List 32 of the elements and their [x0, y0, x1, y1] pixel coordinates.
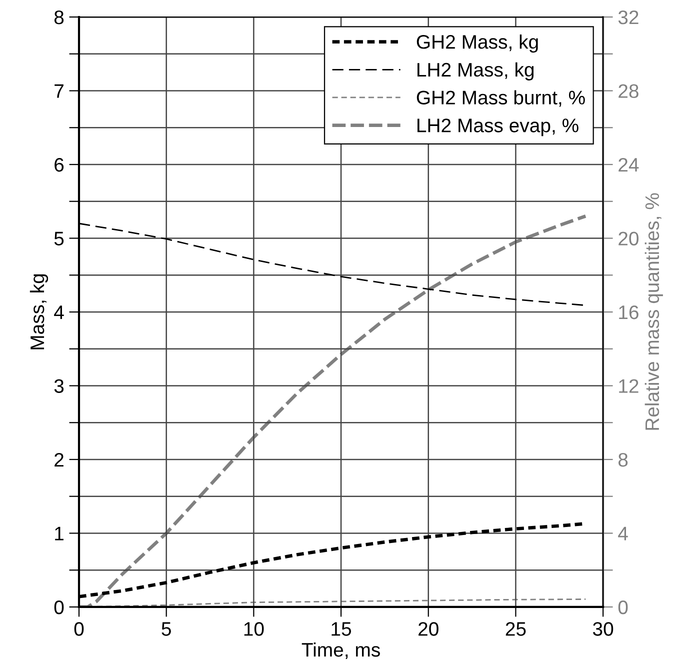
- x-axis-title: Time, ms: [302, 642, 380, 660]
- x-tick-label: 30: [592, 622, 614, 636]
- y-tick-label: 8: [54, 10, 64, 24]
- y2-tick-label: 8: [618, 452, 628, 467]
- x-tick-label: 0: [74, 622, 84, 636]
- x-tick-label: 15: [332, 622, 352, 636]
- y-axis-title: Mass, kg: [30, 274, 48, 350]
- y-tick-label: 4: [54, 306, 64, 320]
- y2-tick-label: 20: [618, 232, 639, 246]
- y2-tick-label: 28: [618, 84, 638, 98]
- y2-tick-label: 16: [619, 305, 638, 320]
- y-tick-label: 2: [54, 452, 64, 467]
- x-tick-label: 25: [506, 622, 526, 636]
- legend-label: GH2 Mass, kg: [416, 34, 538, 53]
- y2-tick-label: 12: [619, 379, 638, 393]
- legend-label: GH2 Mass burnt, %: [416, 90, 585, 107]
- y-tick-label: 5: [54, 232, 64, 246]
- legend-label: LH2 Mass, kg: [418, 62, 534, 80]
- y-tick-label: 7: [54, 84, 64, 98]
- y2-tick-label: 0: [618, 600, 628, 614]
- y2-axis-title: Relative mass quantities, %: [644, 193, 663, 430]
- x-tick-label: 10: [244, 622, 264, 636]
- y2-tick-label: 32: [618, 10, 638, 24]
- y-tick-label: 6: [54, 158, 64, 172]
- y2-tick-label: 24: [618, 158, 639, 172]
- y2-tick-label: 4: [618, 526, 628, 540]
- y-tick-label: 3: [54, 379, 64, 393]
- y-tick-label: 1: [55, 526, 64, 540]
- legend-label: LH2 Mass evap, %: [418, 118, 578, 136]
- y-tick-label: 0: [54, 600, 64, 614]
- x-tick-label: 5: [162, 622, 171, 636]
- x-tick-label: 20: [418, 622, 438, 636]
